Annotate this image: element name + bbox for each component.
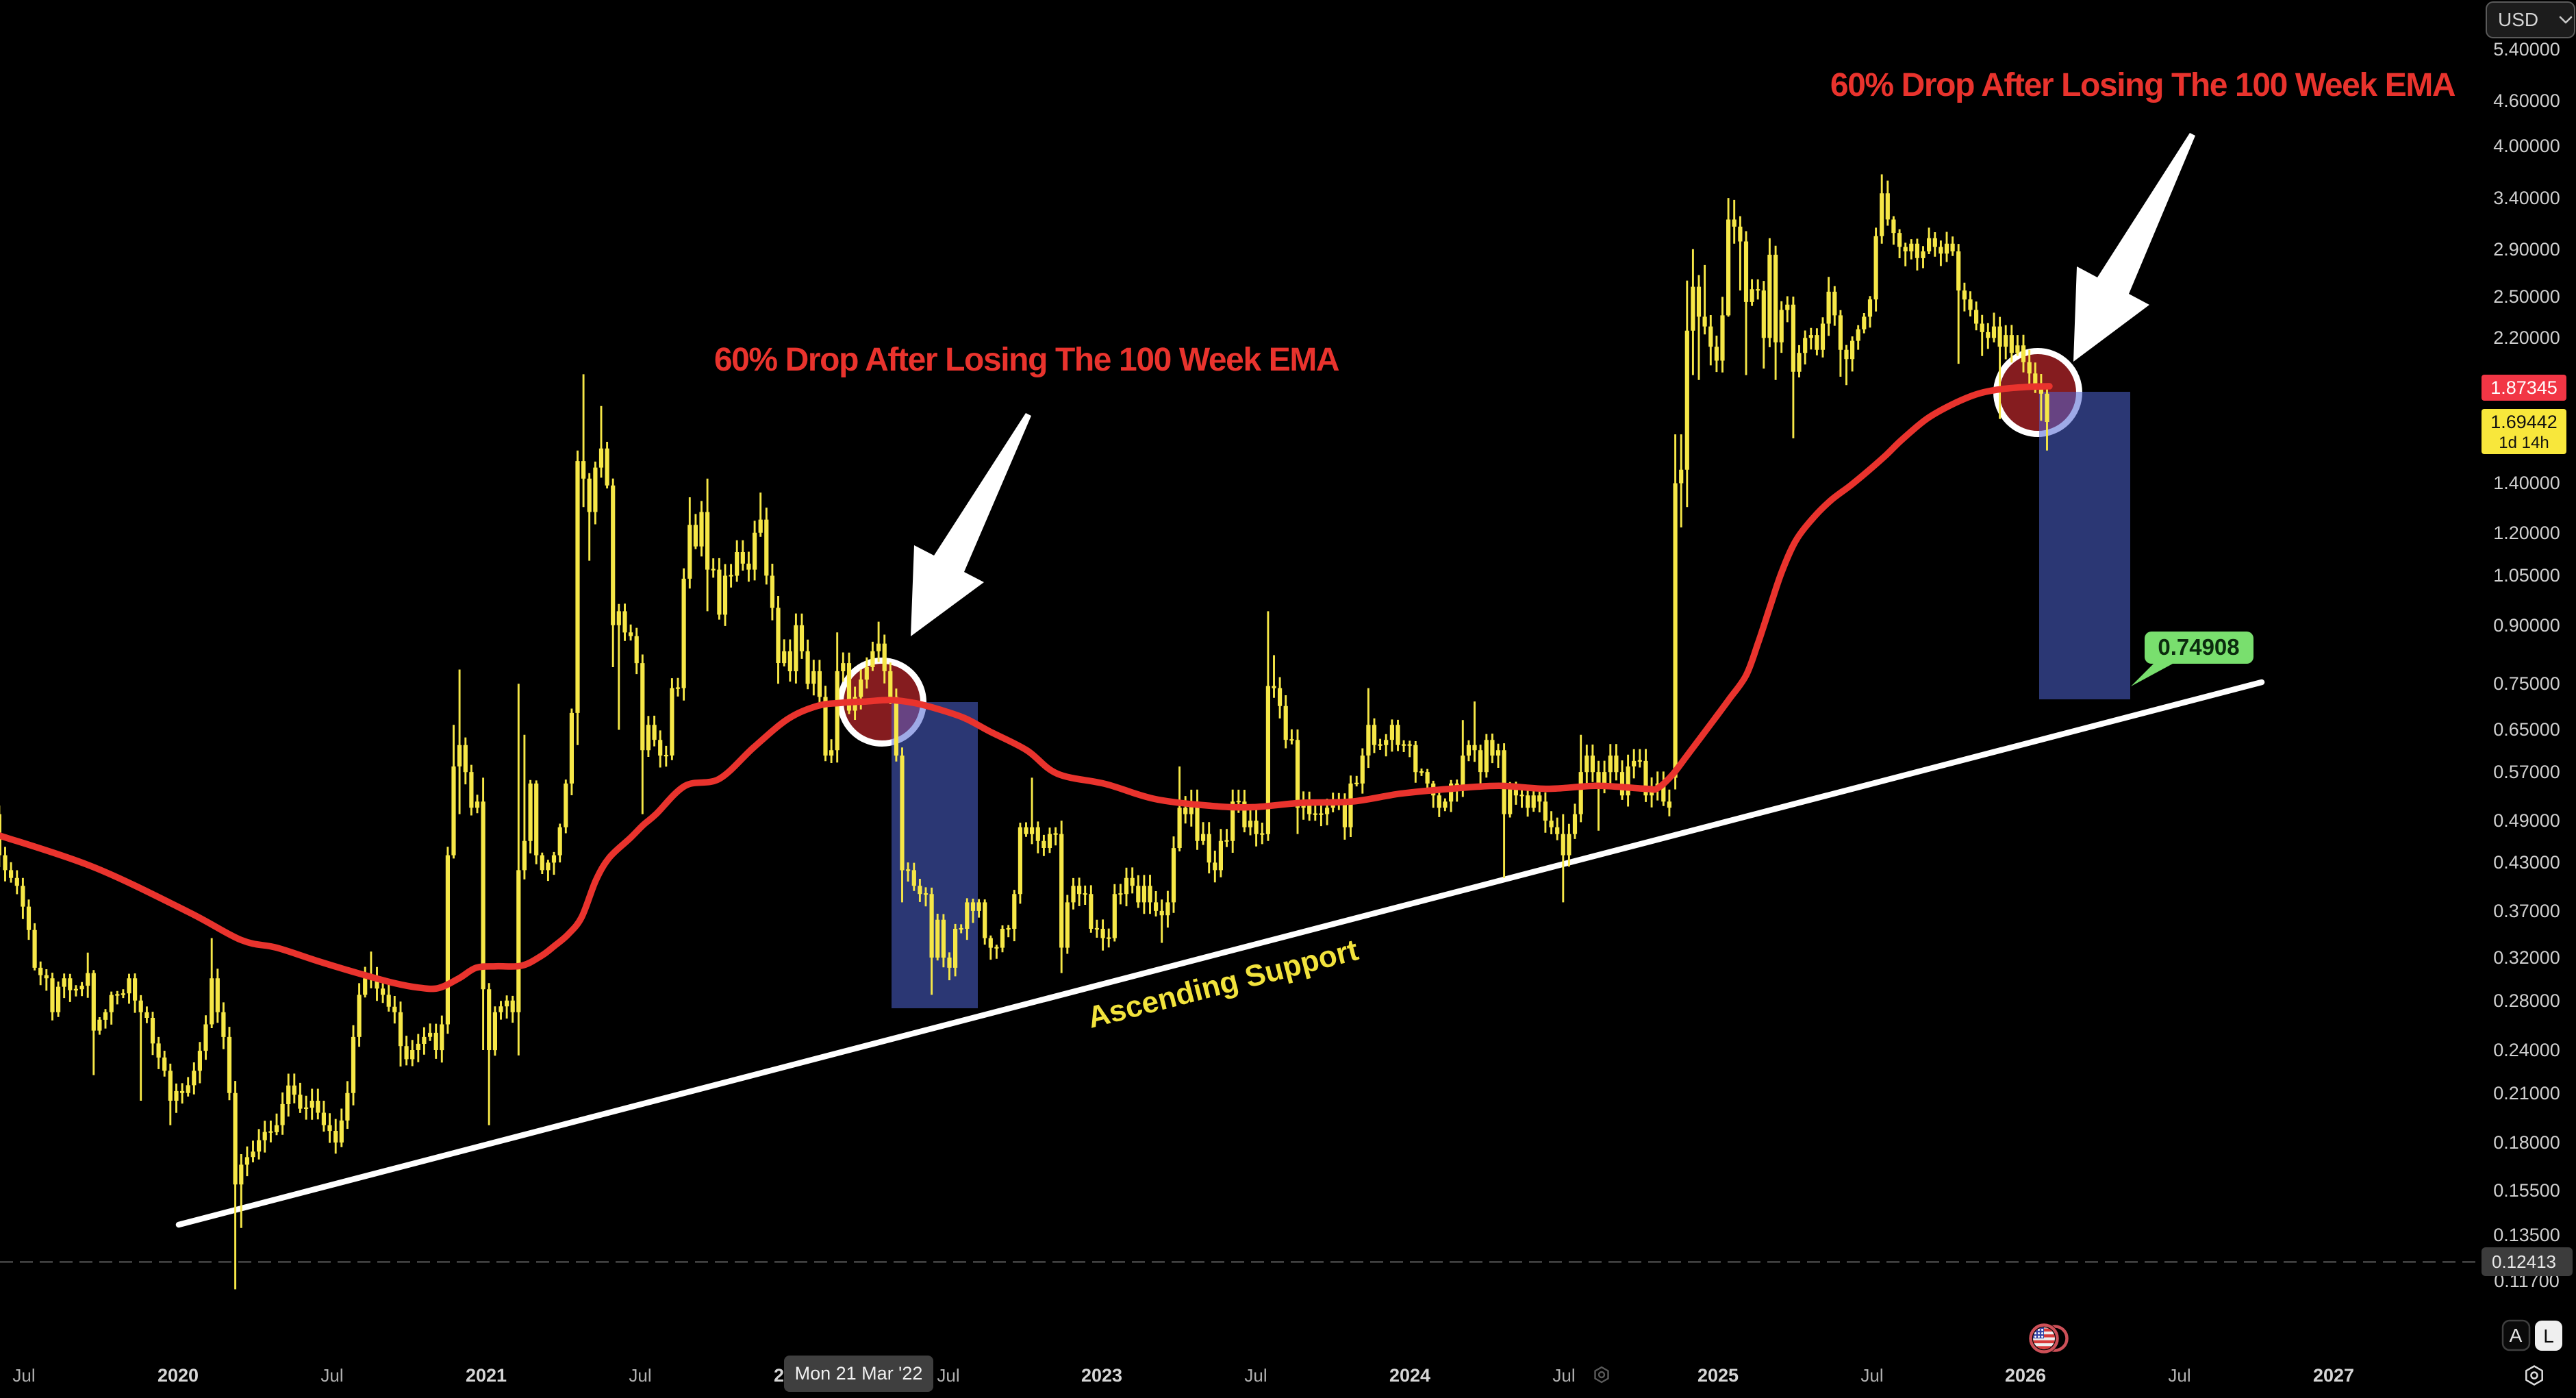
svg-text:1d 14h: 1d 14h [2499,434,2549,452]
svg-text:2023: 2023 [1081,1365,1122,1386]
svg-text:2.90000: 2.90000 [2493,239,2560,260]
svg-text:4.00000: 4.00000 [2493,136,2560,156]
svg-text:2025: 2025 [1697,1365,1739,1386]
svg-text:2024: 2024 [1389,1365,1430,1386]
svg-text:0.12413: 0.12413 [2492,1251,2556,1272]
svg-text:0.32000: 0.32000 [2493,947,2560,968]
svg-text:Jul: Jul [1860,1365,1883,1386]
svg-text:5.40000: 5.40000 [2493,39,2560,60]
svg-text:1.87345: 1.87345 [2490,377,2558,398]
svg-text:0.65000: 0.65000 [2493,719,2560,740]
svg-text:0.75000: 0.75000 [2493,673,2560,694]
svg-text:4.60000: 4.60000 [2493,90,2560,111]
svg-text:2020: 2020 [157,1365,199,1386]
svg-text:0.37000: 0.37000 [2493,901,2560,921]
svg-text:A: A [2510,1325,2523,1346]
svg-text:Jul: Jul [629,1365,651,1386]
svg-text:1.05000: 1.05000 [2493,565,2560,586]
svg-text:2027: 2027 [2313,1365,2354,1386]
svg-text:1.40000: 1.40000 [2493,473,2560,493]
svg-text:Jul: Jul [2168,1365,2190,1386]
svg-text:Jul: Jul [937,1365,959,1386]
svg-text:1.69442: 1.69442 [2490,412,2558,432]
svg-text:0.21000: 0.21000 [2493,1083,2560,1103]
svg-text:2.50000: 2.50000 [2493,286,2560,307]
svg-text:0.90000: 0.90000 [2493,615,2560,636]
svg-text:0.43000: 0.43000 [2493,852,2560,873]
svg-text:60% Drop After Losing The 100: 60% Drop After Losing The 100 Week EMA [1830,67,2455,103]
svg-text:Jul: Jul [320,1365,343,1386]
svg-text:USD: USD [2498,9,2538,30]
svg-text:Mon 21 Mar '22: Mon 21 Mar '22 [795,1363,923,1384]
svg-text:L: L [2543,1325,2554,1347]
svg-text:Jul: Jul [1552,1365,1575,1386]
svg-text:Jul: Jul [1244,1365,1267,1386]
svg-text:0.57000: 0.57000 [2493,762,2560,782]
svg-text:0.24000: 0.24000 [2493,1040,2560,1060]
svg-text:2026: 2026 [2005,1365,2046,1386]
svg-text:Jul: Jul [12,1365,35,1386]
svg-text:0.18000: 0.18000 [2493,1132,2560,1153]
svg-text:2.20000: 2.20000 [2493,327,2560,348]
svg-text:60% Drop After Losing The 100: 60% Drop After Losing The 100 Week EMA [714,342,1339,378]
svg-text:0.15500: 0.15500 [2493,1180,2560,1201]
svg-text:1.20000: 1.20000 [2493,523,2560,543]
svg-text:0.28000: 0.28000 [2493,990,2560,1011]
svg-text:3.40000: 3.40000 [2493,188,2560,208]
svg-text:0.13500: 0.13500 [2493,1225,2560,1245]
svg-text:0.49000: 0.49000 [2493,810,2560,831]
svg-text:2021: 2021 [466,1365,507,1386]
svg-text:0.74908: 0.74908 [2158,634,2239,660]
